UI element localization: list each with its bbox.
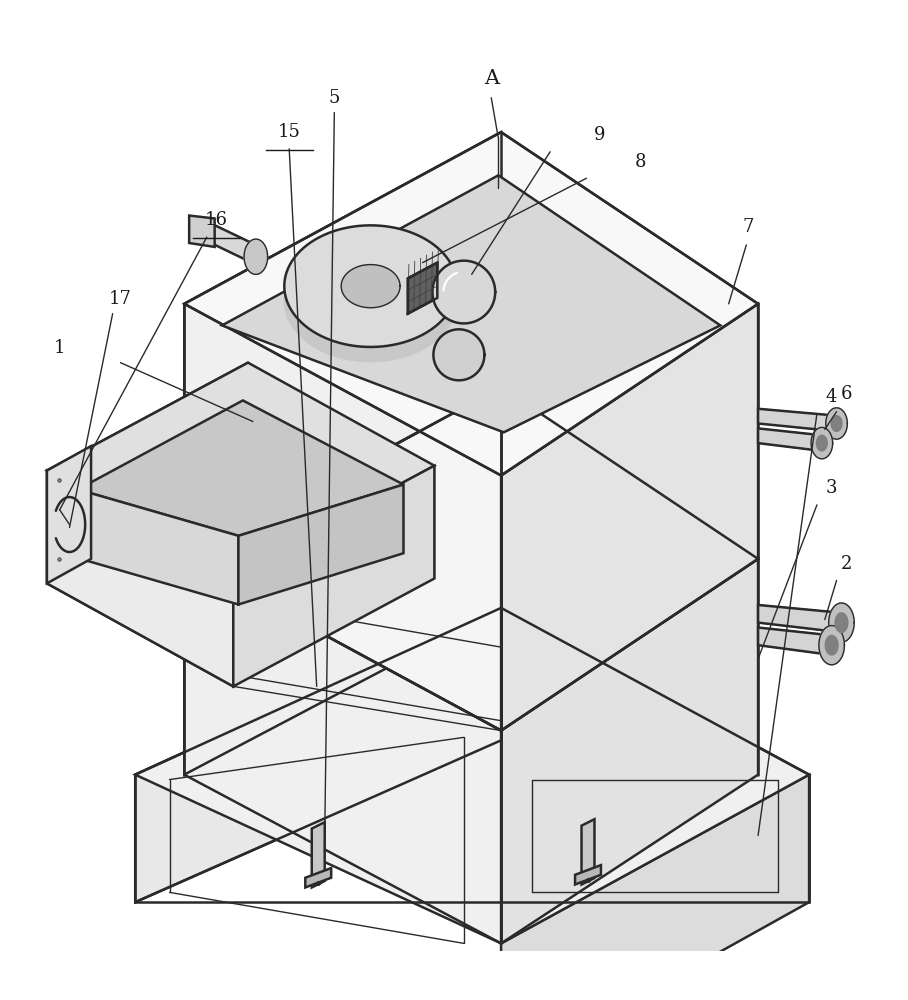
- Polygon shape: [184, 132, 501, 559]
- Polygon shape: [78, 400, 403, 536]
- Text: 4: 4: [826, 388, 837, 406]
- Polygon shape: [311, 822, 325, 887]
- Polygon shape: [184, 387, 758, 731]
- Polygon shape: [239, 485, 403, 604]
- Text: 6: 6: [841, 385, 852, 403]
- Text: 9: 9: [594, 126, 605, 144]
- Polygon shape: [758, 605, 842, 632]
- Polygon shape: [835, 613, 848, 632]
- Text: 3: 3: [826, 479, 837, 497]
- Polygon shape: [758, 409, 836, 431]
- Text: 2: 2: [841, 555, 852, 573]
- Text: 1: 1: [54, 339, 65, 357]
- Text: 15: 15: [278, 123, 301, 141]
- Polygon shape: [758, 428, 822, 451]
- Polygon shape: [341, 265, 400, 308]
- Polygon shape: [408, 263, 438, 314]
- Polygon shape: [284, 240, 457, 362]
- Polygon shape: [575, 865, 601, 885]
- Polygon shape: [78, 489, 239, 604]
- Polygon shape: [829, 603, 854, 642]
- Polygon shape: [47, 363, 434, 574]
- Polygon shape: [811, 427, 833, 459]
- Polygon shape: [207, 221, 256, 265]
- Polygon shape: [501, 559, 758, 943]
- Polygon shape: [47, 446, 91, 583]
- Polygon shape: [135, 608, 501, 902]
- Polygon shape: [432, 261, 495, 323]
- Polygon shape: [184, 132, 758, 475]
- Polygon shape: [184, 387, 501, 775]
- Text: 7: 7: [743, 218, 754, 236]
- Text: 5: 5: [329, 89, 340, 107]
- Polygon shape: [433, 329, 484, 380]
- Polygon shape: [581, 819, 595, 885]
- Polygon shape: [825, 408, 847, 439]
- Polygon shape: [831, 416, 842, 431]
- Polygon shape: [501, 304, 758, 731]
- Polygon shape: [189, 216, 214, 247]
- Polygon shape: [758, 628, 832, 655]
- Polygon shape: [244, 239, 268, 274]
- Polygon shape: [233, 466, 434, 686]
- Polygon shape: [816, 435, 827, 451]
- Polygon shape: [825, 635, 838, 655]
- Text: 16: 16: [205, 211, 228, 229]
- Text: 8: 8: [635, 153, 646, 171]
- Text: A: A: [484, 69, 498, 88]
- Polygon shape: [47, 471, 233, 686]
- Polygon shape: [305, 868, 331, 887]
- Text: 17: 17: [109, 290, 132, 308]
- Polygon shape: [819, 626, 844, 665]
- Polygon shape: [501, 775, 809, 1000]
- Polygon shape: [222, 175, 720, 432]
- Polygon shape: [135, 608, 809, 943]
- Polygon shape: [284, 225, 457, 347]
